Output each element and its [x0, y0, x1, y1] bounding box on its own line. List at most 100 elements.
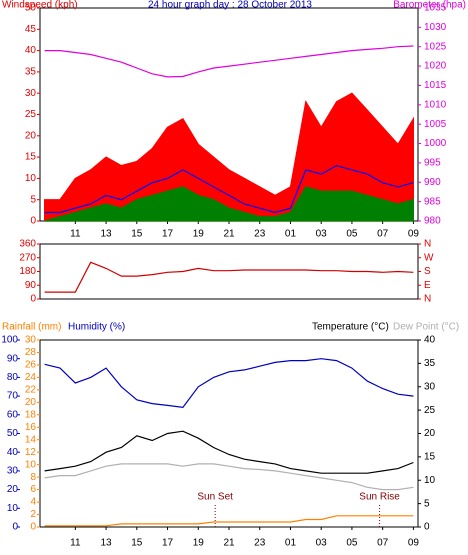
y2-tick-label: W — [424, 252, 434, 263]
y3-tick-label: 4 — [30, 497, 36, 508]
y-tick-label: 50 — [25, 3, 37, 14]
series-line — [44, 164, 414, 214]
x-tick-label: 05 — [346, 229, 358, 240]
x-tick-label: 13 — [101, 538, 113, 549]
y2-tick-label: 1025 — [424, 41, 447, 52]
y2-tick-label: 985 — [424, 196, 441, 207]
y-tick-label: 50 — [7, 428, 19, 439]
y-tick-label: 20 — [7, 484, 19, 495]
y2-tick-label: 1015 — [424, 80, 447, 91]
y3-tick-label: 18 — [25, 409, 37, 420]
y2-tick-label: S — [424, 266, 431, 277]
y2-tick-label: 1035 — [424, 3, 447, 14]
y3-tick-label: 8 — [30, 472, 36, 483]
x-tick-label: 07 — [377, 229, 389, 240]
y-tick-label: 60 — [7, 409, 19, 420]
y-tick-label: 0 — [30, 294, 36, 305]
y-tick-label: 30 — [7, 466, 19, 477]
y2-tick-label: 25 — [424, 405, 436, 416]
x-tick-label: 17 — [162, 538, 174, 549]
x-tick-label: 21 — [223, 538, 235, 549]
y2-tick-label: 1000 — [424, 138, 447, 149]
y-tick-label: 180 — [19, 266, 36, 277]
y3-tick-label: 12 — [25, 447, 37, 458]
y2-tick-label: 5 — [424, 498, 430, 509]
y3-tick-label: 20 — [25, 397, 37, 408]
y3-tick-label: 14 — [25, 434, 37, 445]
y2-tick-label: 40 — [424, 335, 436, 346]
y2-tick-label: 1010 — [424, 99, 447, 110]
y-axis-label: Windspeed (kph) — [2, 0, 78, 11]
y3-tick-label: 0 — [30, 522, 36, 533]
y3-tick-label: 28 — [25, 347, 37, 358]
annotation-label: Sun Set — [197, 492, 233, 503]
y2-tick-label: 980 — [424, 216, 441, 227]
series-label: Dew Point (°C) — [393, 322, 459, 333]
y-tick-label: 40 — [25, 45, 37, 56]
y2-tick-label: 15 — [424, 452, 436, 463]
y-tick-label: 270 — [19, 252, 36, 263]
series-line — [44, 358, 414, 408]
series-line — [44, 430, 414, 474]
y2-tick-label: 995 — [424, 158, 441, 169]
y-tick-label: 90 — [7, 353, 19, 364]
x-tick-label: 11 — [70, 538, 81, 549]
y3-tick-label: 16 — [25, 422, 37, 433]
x-tick-label: 01 — [285, 538, 297, 549]
y2-tick-label: 20 — [424, 428, 436, 439]
x-tick-label: 13 — [101, 229, 113, 240]
y-tick-label: 10 — [7, 503, 19, 514]
y-tick-label: 15 — [25, 152, 37, 163]
series-line — [44, 261, 414, 293]
annotation-label: Sun Rise — [359, 492, 400, 503]
y-tick-label: 35 — [25, 67, 37, 78]
x-tick-label: 23 — [254, 538, 266, 549]
x-tick-label: 15 — [131, 538, 143, 549]
y2-tick-label: N — [424, 294, 431, 305]
chart-title: 24 hour graph day : 28 October 2013 — [148, 0, 312, 11]
series-label: Temperature (°C) — [312, 322, 389, 333]
y-tick-label: 30 — [25, 88, 37, 99]
y-tick-label: 25 — [25, 109, 37, 120]
y3-tick-label: 10 — [25, 459, 37, 470]
y3-tick-label: 6 — [30, 484, 36, 495]
y-tick-label: 80 — [7, 372, 19, 383]
y2-axis-label: Barometer (hpa) — [393, 0, 466, 11]
y-tick-label: 40 — [7, 447, 19, 458]
y-tick-label: 100 — [1, 335, 18, 346]
x-tick-label: 23 — [254, 229, 266, 240]
series-line — [44, 463, 414, 491]
x-tick-label: 11 — [70, 229, 81, 240]
y3-tick-label: 22 — [25, 385, 37, 396]
y3-tick-label: 2 — [30, 509, 36, 520]
series-label: Rainfall (mm) — [2, 322, 61, 333]
y-tick-label: 70 — [7, 391, 19, 402]
x-tick-label: 19 — [193, 538, 205, 549]
y3-tick-label: 24 — [25, 372, 37, 383]
x-tick-label: 21 — [223, 229, 235, 240]
y2-tick-label: 1030 — [424, 22, 447, 33]
y-tick-label: 90 — [25, 280, 37, 291]
series-area — [44, 186, 414, 222]
y-tick-label: 45 — [25, 24, 37, 35]
series-area — [44, 92, 414, 222]
x-tick-label: 07 — [377, 538, 389, 549]
y-tick-label: 360 — [19, 239, 36, 250]
y2-tick-label: 30 — [424, 381, 436, 392]
y2-tick-label: 0 — [424, 522, 430, 533]
x-tick-label: 15 — [131, 229, 143, 240]
y2-tick-label: E — [424, 280, 431, 291]
y-tick-label: 20 — [25, 130, 37, 141]
x-tick-label: 03 — [316, 538, 328, 549]
series-line — [44, 45, 414, 78]
y3-tick-label: 26 — [25, 360, 37, 371]
y-tick-label: 0 — [30, 216, 36, 227]
x-tick-label: 09 — [408, 229, 420, 240]
x-tick-label: 05 — [346, 538, 358, 549]
x-tick-label: 03 — [316, 229, 328, 240]
y2-tick-label: 1020 — [424, 61, 447, 72]
y2-tick-label: 990 — [424, 177, 441, 188]
y-tick-label: 0 — [12, 522, 18, 533]
